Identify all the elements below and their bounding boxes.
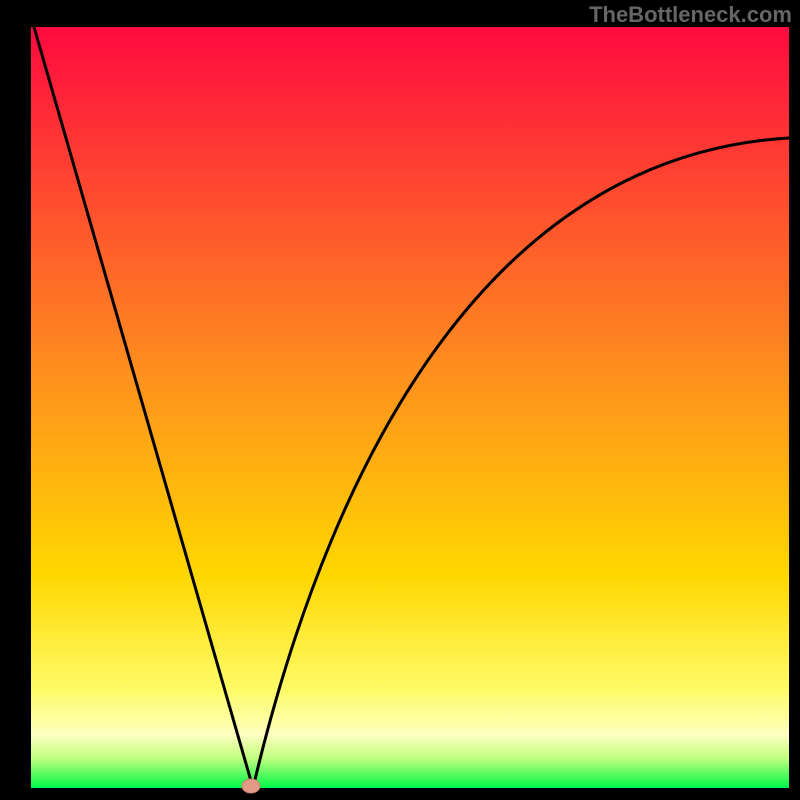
watermark-text: TheBottleneck.com [589,2,792,28]
chart-root: TheBottleneck.com [0,0,800,800]
vertex-marker [242,779,260,793]
curve-right-branch [253,138,789,788]
curve-layer [0,0,800,800]
curve-left-branch [34,27,253,788]
